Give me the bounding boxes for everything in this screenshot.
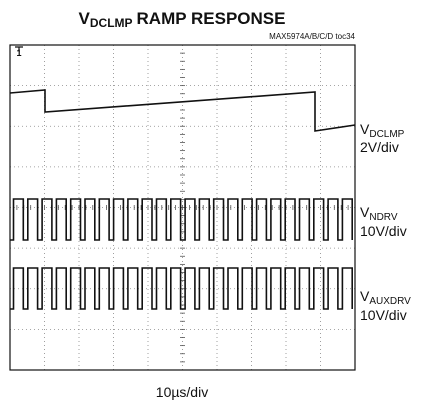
title: VDCLMP RAMP RESPONSE [79, 9, 286, 30]
channel-symbol: V [360, 121, 370, 137]
channel-subscript: AUXDRV [369, 296, 411, 307]
ndrv-trace [10, 198, 353, 241]
channel-label: VDCLMP [360, 121, 405, 140]
auxdrv-trace [10, 267, 353, 310]
channel-scale: 10V/div [360, 307, 407, 323]
frame [9, 44, 356, 371]
channel-scale: 10V/div [360, 223, 407, 239]
channel-subscript: NDRV [369, 212, 397, 223]
channel-symbol: V [360, 204, 370, 220]
title-text: RAMP RESPONSE [137, 9, 286, 28]
graticule [9, 44, 356, 371]
timebase: 10µs/div [156, 384, 208, 400]
channel-subscript: DCLMP [369, 129, 404, 140]
title-subscript: DCLMP [90, 16, 133, 30]
marker-arrow [15, 46, 23, 52]
title-symbol: V [79, 9, 91, 28]
figure-id: MAX5974A/B/C/D toc34 [269, 32, 355, 41]
channel-scale: 2V/div [360, 139, 399, 155]
channel-label: VAUXDRV [360, 288, 411, 307]
traces [9, 89, 356, 310]
ramp-trace [9, 89, 356, 132]
channel-symbol: V [360, 288, 370, 304]
channel-label: VNDRV [360, 204, 398, 223]
channel-marker: 1 [16, 48, 21, 58]
